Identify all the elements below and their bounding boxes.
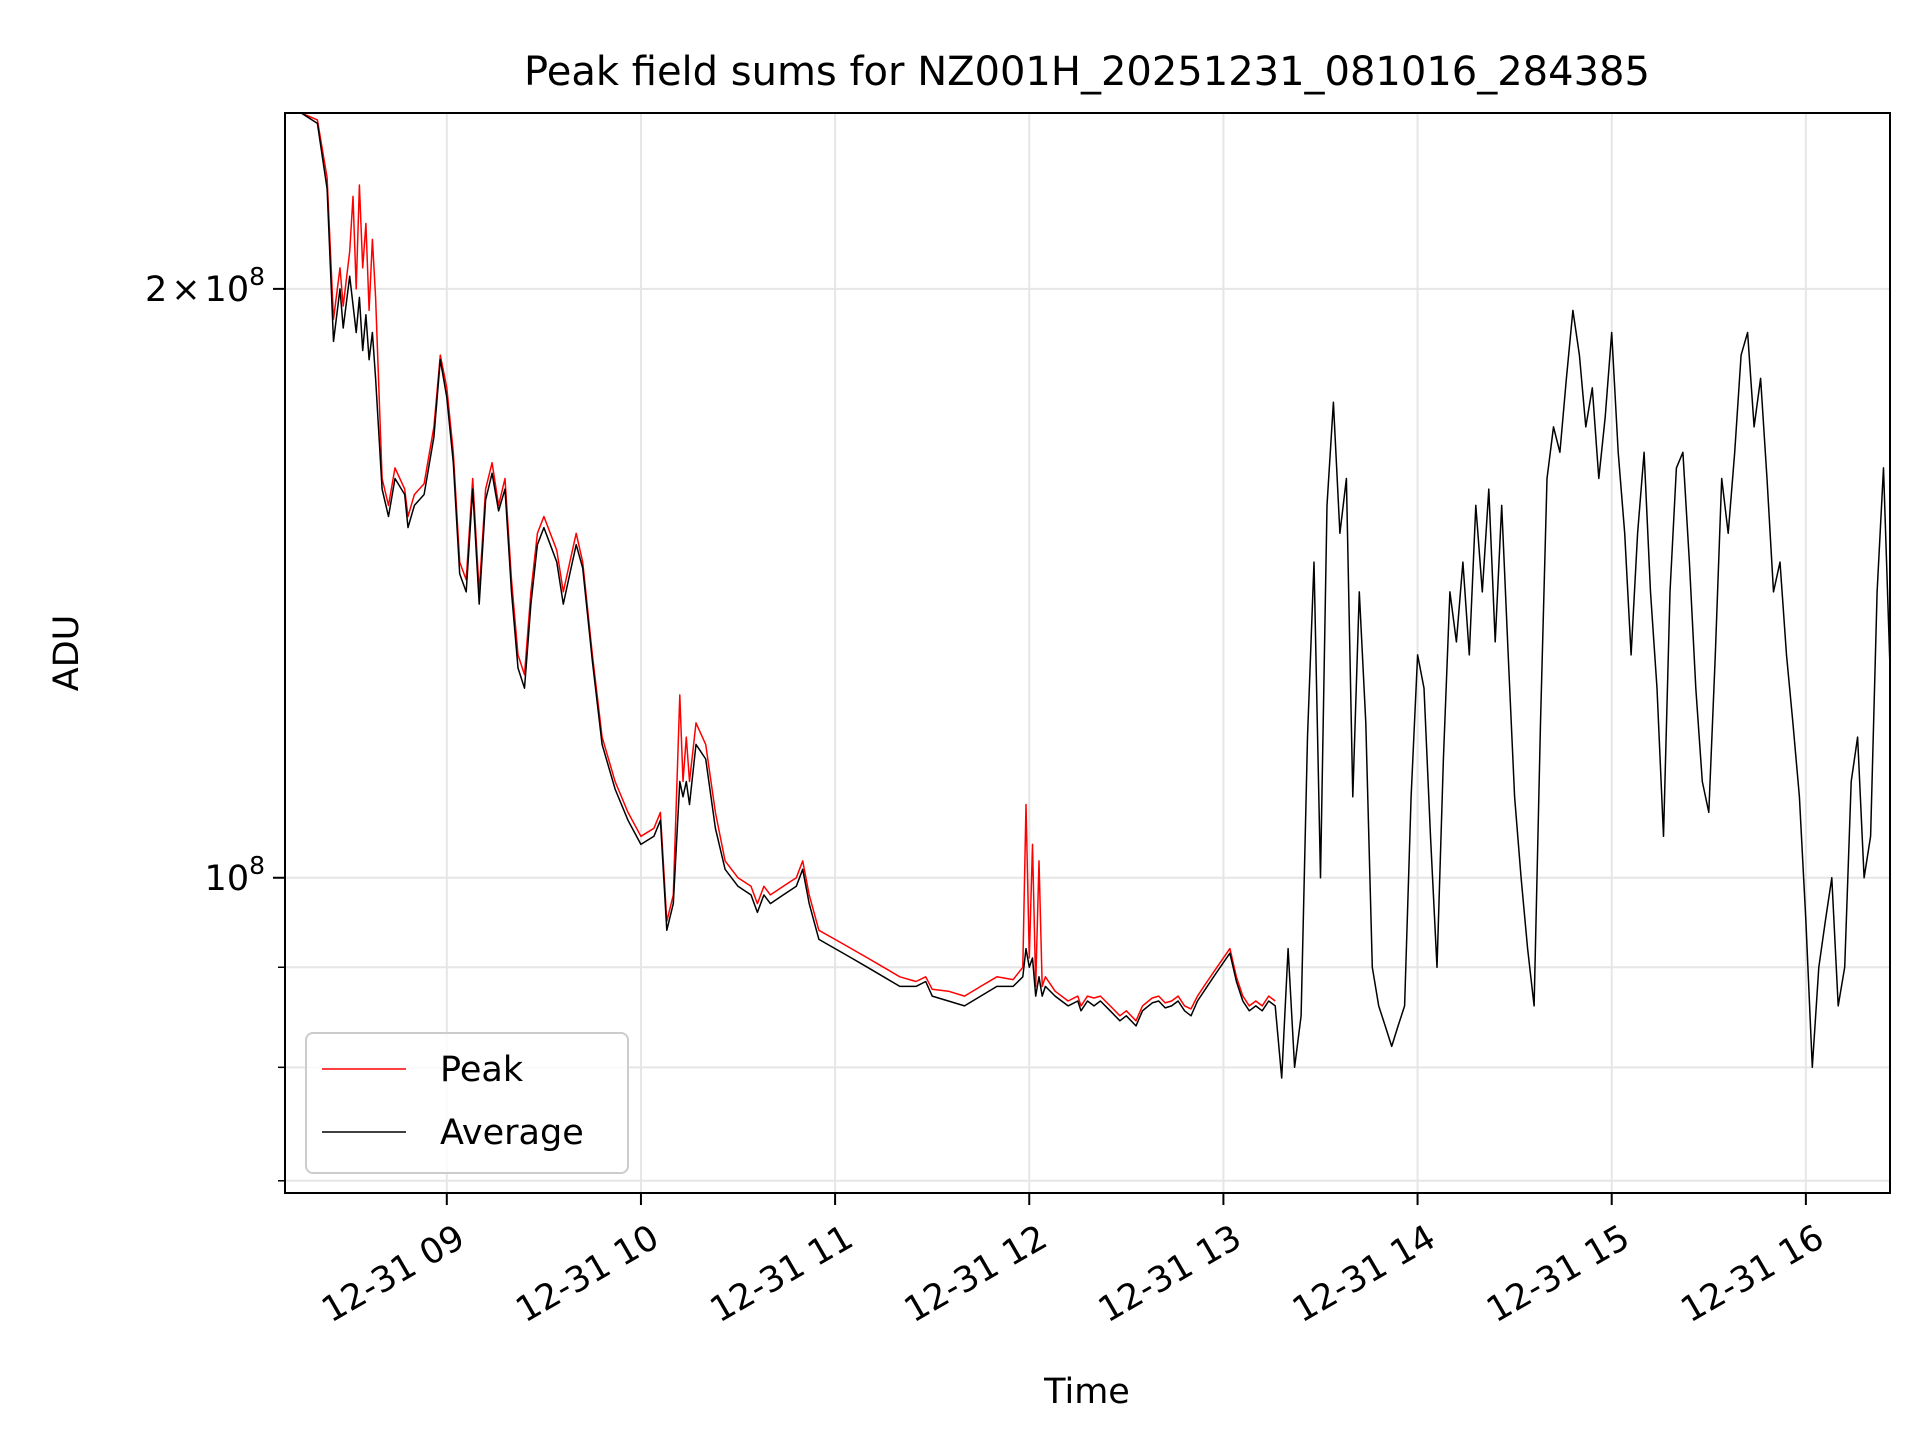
y-tick-label: 2 × 108 [145, 262, 265, 310]
y-axis-label: ADU [47, 615, 87, 692]
legend: Peak Average [305, 1032, 629, 1174]
series-line-peak [285, 112, 1276, 1022]
grid [285, 113, 1890, 1193]
plot-frame [284, 112, 1891, 1194]
chart-title: Peak field sums for NZ001H_20251231_0810… [524, 49, 1650, 95]
legend-frame [305, 1032, 629, 1174]
x-axis-label: Time [1043, 1372, 1130, 1412]
legend-label-peak: Peak [440, 1050, 524, 1090]
y-tick-label: 108 [205, 851, 265, 899]
series-layer [285, 112, 1891, 1079]
legend-label-average: Average [440, 1113, 584, 1153]
series-line-average [285, 112, 1891, 1079]
